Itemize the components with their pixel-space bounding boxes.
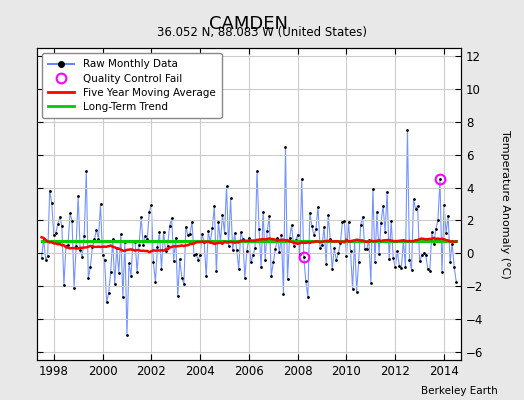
Y-axis label: Temperature Anomaly (°C): Temperature Anomaly (°C)	[500, 130, 510, 278]
Legend: Raw Monthly Data, Quality Control Fail, Five Year Moving Average, Long-Term Tren: Raw Monthly Data, Quality Control Fail, …	[42, 53, 222, 118]
Text: Berkeley Earth: Berkeley Earth	[421, 386, 498, 396]
Title: CAMDEN: CAMDEN	[210, 14, 288, 32]
Text: 36.052 N, 88.083 W (United States): 36.052 N, 88.083 W (United States)	[157, 26, 367, 39]
